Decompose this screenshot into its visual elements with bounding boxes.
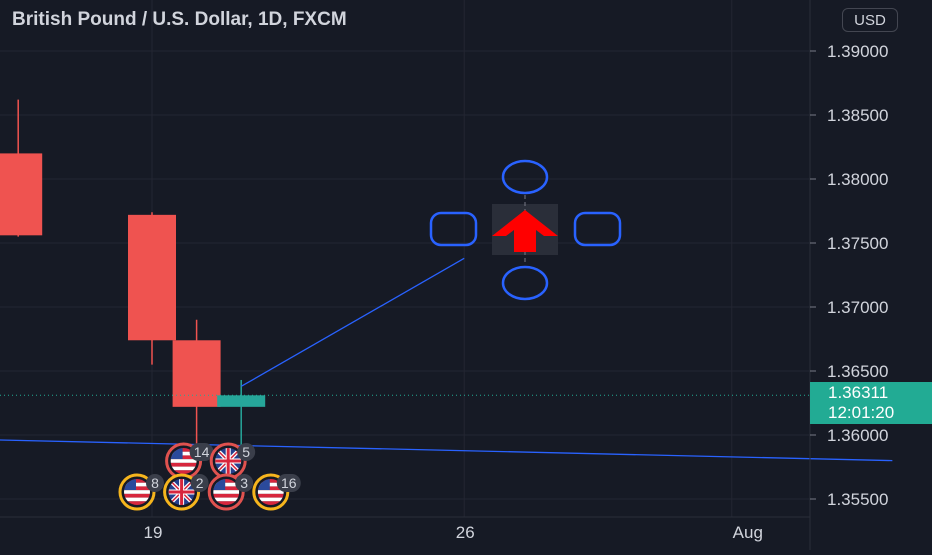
us-flag-icon [124, 479, 150, 505]
time-tick-label: Aug [733, 523, 763, 542]
price-tick-label: 1.35500 [827, 490, 888, 509]
event-count-bg [146, 474, 164, 492]
event-count-bg [190, 474, 209, 492]
event-count: 2 [196, 475, 204, 491]
time-tick-label: 19 [144, 523, 163, 542]
drawing-marker[interactable] [429, 159, 622, 301]
event-count: 16 [281, 475, 297, 491]
candle-body [172, 340, 221, 407]
candle-body [0, 153, 43, 236]
event-count: 8 [151, 475, 159, 491]
candle [0, 99, 43, 237]
us-flag-icon [257, 479, 284, 505]
us-event-badge[interactable]: 16 [252, 473, 301, 511]
price-tick-label: 1.36500 [827, 362, 888, 381]
trendlines[interactable] [0, 257, 893, 462]
price-tick-label: 1.38500 [827, 106, 888, 125]
candles [0, 99, 810, 471]
uk-event-badge[interactable]: 5 [209, 442, 256, 480]
time-tick-label: 26 [456, 523, 475, 542]
bar-countdown: 12:01:20 [828, 403, 895, 422]
price-tick-label: 1.37500 [827, 234, 888, 253]
uk-event-badge[interactable]: 2 [163, 473, 209, 511]
us-flag-icon [170, 448, 197, 474]
event-count-bg [189, 443, 214, 461]
marker-handle-left[interactable] [429, 211, 478, 247]
price-tick-label: 1.36000 [827, 426, 888, 445]
event-count-bg [235, 474, 254, 492]
candle-body [217, 395, 266, 407]
marker-handle-right[interactable] [573, 211, 622, 247]
event-count: 14 [194, 444, 210, 460]
price-axis[interactable]: 1.35500 1.36000 1.36500 1.37000 1.37500 1.380… [0, 0, 888, 550]
event-count: 3 [240, 475, 248, 491]
trend-line[interactable] [0, 439, 893, 462]
price-tick-label: 1.37000 [827, 298, 888, 317]
marker-handle-top[interactable] [501, 159, 549, 195]
candle-body [128, 214, 176, 341]
trend-line[interactable] [240, 257, 465, 387]
price-tick-label: 1.39000 [827, 42, 888, 61]
candle [217, 379, 266, 446]
symbol-title[interactable]: British Pound / U.S. Dollar, 1D, FXCM [12, 9, 347, 30]
event-count: 5 [242, 444, 250, 460]
uk-flag-icon [215, 448, 242, 474]
us-event-badge[interactable]: 3 [207, 473, 254, 511]
event-count-bg [276, 474, 301, 492]
last-price-badge: 1.36311 12:01:20 [810, 382, 932, 424]
candle [128, 212, 176, 365]
grid-layer [0, 0, 810, 517]
us-flag-icon [213, 479, 240, 505]
arrow-up-icon[interactable] [492, 210, 558, 252]
last-price-value: 1.36311 [828, 383, 889, 402]
us-event-badge[interactable]: 8 [118, 473, 164, 511]
price-tick-label: 1.38000 [827, 170, 888, 189]
us-event-badge[interactable]: 14 [165, 442, 214, 480]
uk-flag-icon [168, 479, 195, 505]
event-count-bg [237, 443, 256, 461]
currency-button[interactable]: USD [842, 8, 898, 32]
marker-handle-bottom[interactable] [501, 265, 549, 301]
economic-events[interactable]: 14 5 8 2 3 16 [118, 442, 301, 511]
